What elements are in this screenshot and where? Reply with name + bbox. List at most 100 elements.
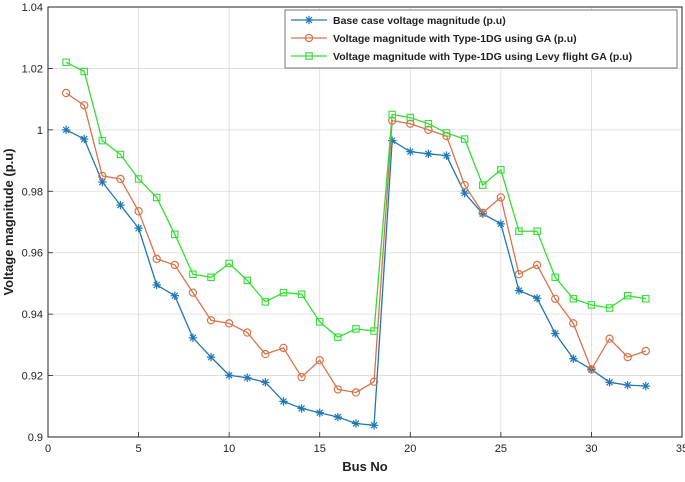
data-point bbox=[188, 333, 198, 342]
data-point bbox=[61, 88, 71, 98]
data-point bbox=[551, 329, 560, 338]
data-point bbox=[442, 129, 451, 137]
legend-box bbox=[284, 9, 678, 69]
data-point bbox=[369, 377, 379, 386]
legend-label-levy: Voltage magnitude with Type-1DG using Le… bbox=[333, 51, 632, 63]
legend-label-ga: Voltage magnitude with Type-1DG using GA… bbox=[333, 33, 577, 45]
legend-marker-glyph bbox=[304, 33, 314, 43]
data-point bbox=[80, 67, 88, 76]
data-point bbox=[243, 276, 252, 285]
data-point bbox=[279, 288, 288, 297]
y-tick-label: 1.02 bbox=[22, 63, 43, 75]
series-2 bbox=[62, 58, 650, 341]
data-point bbox=[333, 385, 343, 394]
data-point bbox=[605, 334, 614, 343]
legend-marker-circle bbox=[304, 33, 314, 43]
data-point bbox=[98, 171, 107, 181]
series-1 bbox=[61, 88, 650, 397]
data-point bbox=[514, 286, 524, 295]
legend-label-base: Base case voltage magnitude (p.u) bbox=[333, 15, 506, 27]
data-point bbox=[569, 319, 578, 328]
plot-frame bbox=[47, 6, 683, 438]
data-point bbox=[152, 280, 161, 290]
axis-ticks: 0.9 0.92 0.94 0.96 0.98 1 1.02 1.04 0 5 10 15 20 25 30… bbox=[22, 2, 685, 455]
data-point bbox=[641, 346, 650, 356]
data-point bbox=[80, 101, 89, 110]
data-point bbox=[116, 174, 125, 184]
series-line bbox=[65, 61, 646, 338]
data-point bbox=[315, 356, 324, 365]
data-point bbox=[206, 316, 216, 325]
x-tick-label: 0 bbox=[45, 443, 51, 455]
x-axis-label: Bus No bbox=[342, 459, 388, 474]
data-point bbox=[605, 378, 614, 387]
data-point bbox=[351, 419, 361, 428]
data-point bbox=[369, 421, 379, 430]
data-point bbox=[134, 223, 143, 233]
data-point bbox=[225, 259, 233, 268]
x-tick-label: 15 bbox=[314, 443, 326, 455]
data-point bbox=[569, 295, 578, 303]
data-point bbox=[315, 318, 324, 326]
x-tick-label: 35 bbox=[676, 443, 685, 455]
legend-entry-levy: Voltage magnitude with Type-1DG using Le… bbox=[291, 51, 632, 63]
data-point bbox=[569, 354, 578, 363]
data-point bbox=[478, 208, 487, 217]
data-point bbox=[605, 304, 614, 312]
y-tick-label: 1 bbox=[37, 125, 43, 137]
data-point bbox=[333, 412, 343, 422]
data-point bbox=[424, 119, 433, 128]
data-point bbox=[551, 273, 559, 282]
x-tick-label: 25 bbox=[495, 443, 507, 455]
legend: Base case voltage magnitude (p.u) Voltag… bbox=[284, 9, 678, 69]
x-tick-label: 20 bbox=[404, 443, 416, 455]
series-0 bbox=[61, 125, 650, 430]
data-point bbox=[623, 380, 632, 390]
data-point bbox=[515, 227, 523, 235]
data-point bbox=[98, 136, 107, 145]
y-axis-label: Voltage magnitude (p.u) bbox=[1, 148, 16, 295]
data-point bbox=[442, 151, 451, 160]
data-point bbox=[406, 147, 415, 156]
data-point bbox=[279, 397, 288, 406]
data-point bbox=[62, 58, 70, 67]
data-point bbox=[279, 343, 288, 353]
data-point bbox=[532, 260, 542, 270]
data-point bbox=[334, 333, 342, 341]
data-point bbox=[478, 181, 487, 189]
data-point bbox=[261, 349, 270, 359]
data-point bbox=[297, 290, 306, 298]
data-point bbox=[497, 166, 505, 174]
data-point bbox=[243, 373, 252, 382]
data-point bbox=[134, 207, 143, 216]
data-point bbox=[406, 113, 415, 122]
data-point bbox=[388, 110, 396, 119]
data-point bbox=[460, 188, 469, 198]
data-point bbox=[170, 260, 179, 270]
data-point bbox=[116, 150, 125, 159]
data-point bbox=[116, 200, 125, 210]
data-point bbox=[224, 319, 234, 328]
y-tick-label: 0.9 bbox=[28, 432, 43, 444]
data-point bbox=[170, 291, 179, 300]
data-point bbox=[224, 371, 234, 380]
data-point bbox=[496, 193, 506, 202]
data-point bbox=[641, 381, 650, 391]
data-point bbox=[642, 295, 650, 303]
data-point bbox=[424, 149, 433, 159]
data-point bbox=[297, 404, 306, 413]
data-point bbox=[351, 388, 361, 397]
data-point bbox=[80, 134, 89, 144]
data-point bbox=[406, 119, 415, 128]
data-point bbox=[533, 227, 541, 235]
y-tick-label: 0.96 bbox=[22, 248, 43, 260]
data-point bbox=[206, 352, 216, 362]
data-point bbox=[171, 230, 179, 239]
legend-marker-asterisk bbox=[304, 15, 314, 25]
data-point bbox=[460, 135, 469, 143]
data-point bbox=[623, 352, 632, 362]
data-point bbox=[134, 175, 143, 183]
data-point bbox=[551, 294, 560, 303]
